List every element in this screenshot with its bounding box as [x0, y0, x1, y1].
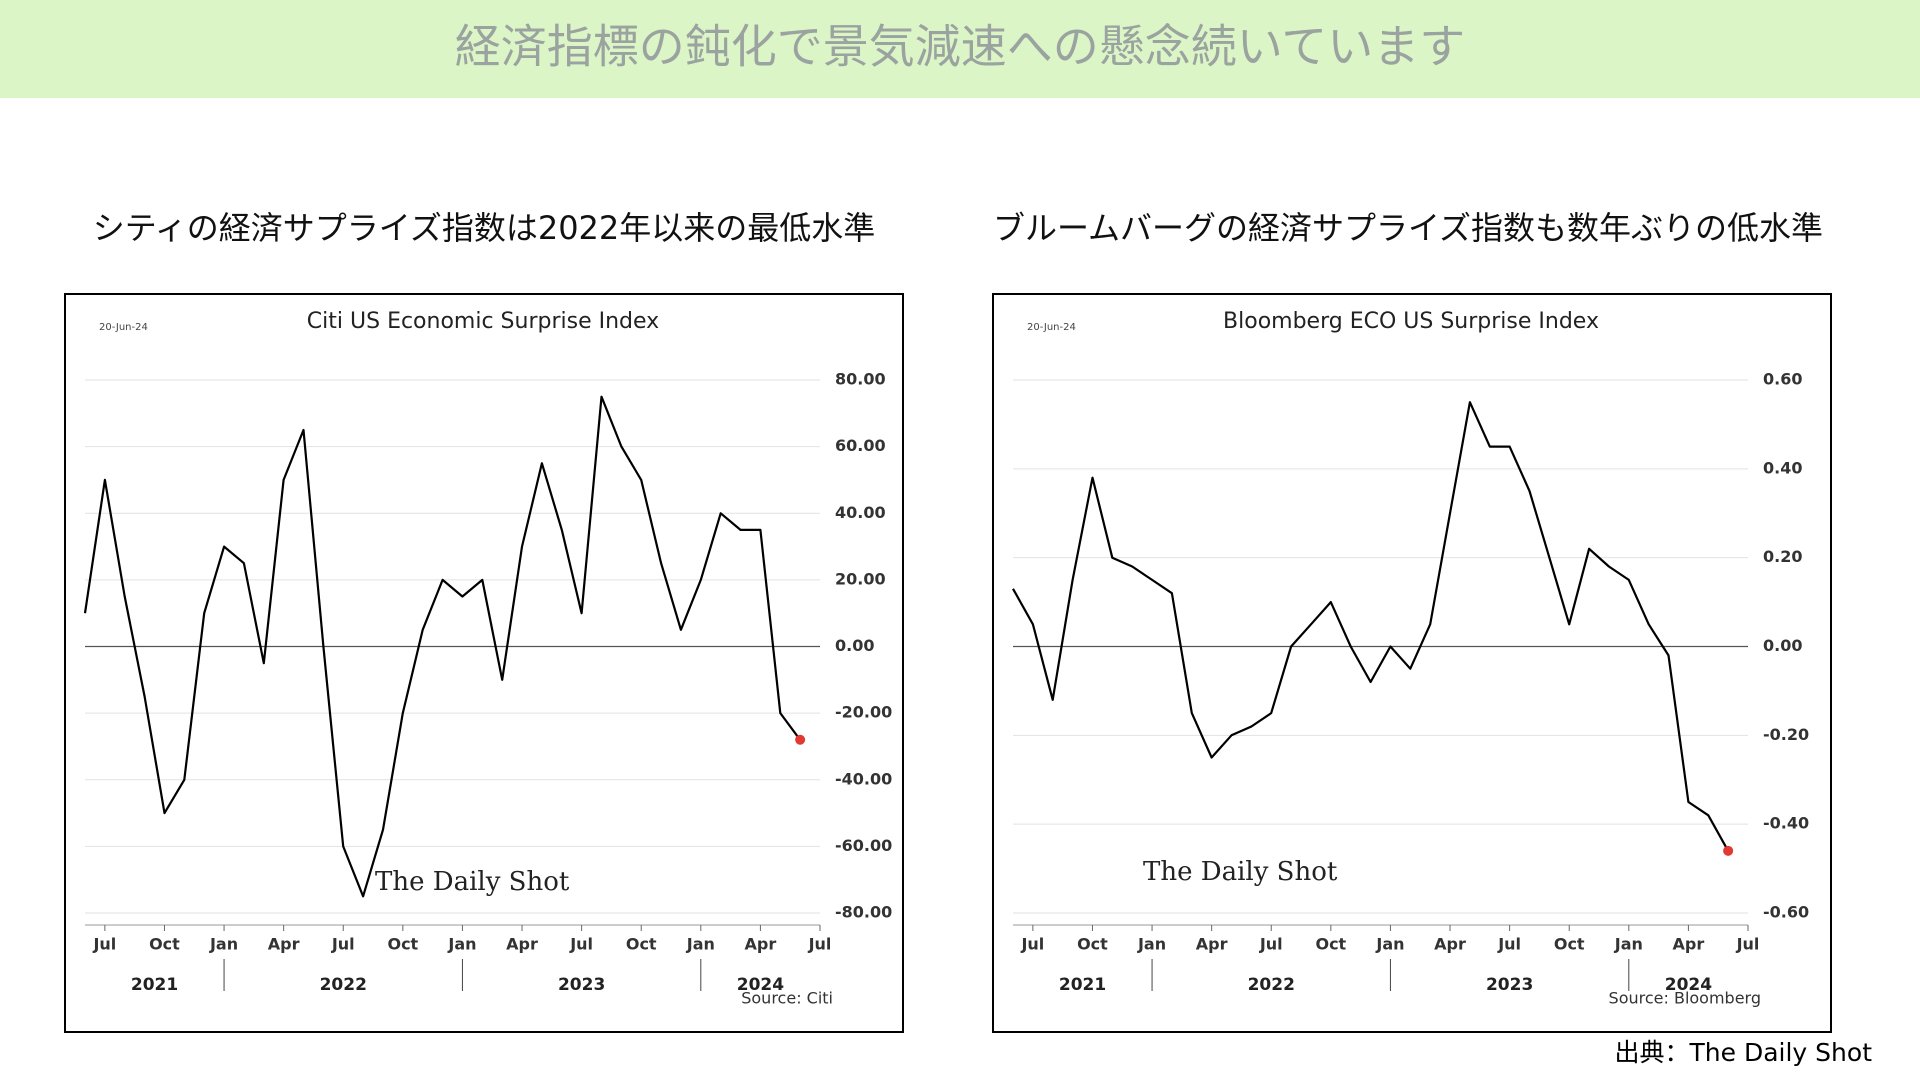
credit: 出典：The Daily Shot — [1615, 1038, 1873, 1067]
year-label: 2024 — [1665, 975, 1712, 995]
chart-heading: ブルームバーグの経済サプライズ指数も数年ぶりの低水準 — [993, 209, 1823, 247]
y-tick-label: 0.60 — [1763, 370, 1802, 389]
year-label: 2024 — [737, 975, 784, 995]
y-tick-label: 0.00 — [1763, 636, 1802, 655]
last-point — [1723, 845, 1734, 856]
series-line — [83, 395, 801, 898]
header-band — [0, 0, 1920, 98]
x-tick-label: Apr — [745, 935, 777, 954]
y-tick-label: -0.60 — [1763, 903, 1809, 922]
x-tick-label: Apr — [268, 935, 300, 954]
x-tick-label: Jan — [1614, 935, 1643, 954]
x-tick-label: Jul — [1497, 935, 1521, 954]
y-tick-label: -60.00 — [835, 836, 892, 855]
y-tick-label: 0.20 — [1763, 547, 1802, 566]
x-tick-label: Oct — [387, 935, 418, 954]
x-tick-label: Apr — [506, 935, 538, 954]
y-tick-label: 20.00 — [835, 569, 886, 588]
source: Source: Citi — [741, 989, 833, 1008]
chart-heading: シティの経済サプライズ指数は2022年以来の最低水準 — [93, 209, 876, 247]
x-tick-label: Apr — [1196, 935, 1228, 954]
x-tick-label: Oct — [149, 935, 180, 954]
x-tick-label: Oct — [1077, 935, 1108, 954]
x-tick-label: Jul — [1259, 935, 1283, 954]
y-tick-label: 60.00 — [835, 436, 886, 455]
y-tick-label: -0.40 — [1763, 814, 1809, 833]
y-tick-label: 0.40 — [1763, 458, 1802, 477]
watermark: The Daily Shot — [1143, 857, 1338, 887]
y-tick-label: -0.20 — [1763, 725, 1809, 744]
x-tick-label: Jul — [1736, 935, 1760, 954]
x-tick-label: Apr — [1673, 935, 1705, 954]
chart-title: Bloomberg ECO US Surprise Index — [1223, 309, 1599, 334]
year-label: 2022 — [320, 975, 367, 995]
y-tick-label: 40.00 — [835, 503, 886, 522]
x-tick-label: Jul — [569, 935, 593, 954]
x-tick-label: Oct — [626, 935, 657, 954]
x-tick-label: Jan — [686, 935, 715, 954]
date-label: 20-Jun-24 — [99, 322, 148, 333]
x-tick-label: Jan — [209, 935, 238, 954]
y-tick-label: -20.00 — [835, 703, 892, 722]
y-tick-label: -40.00 — [835, 769, 892, 788]
series-line — [1012, 401, 1730, 852]
x-tick-label: Jul — [808, 935, 832, 954]
year-label: 2023 — [558, 975, 605, 995]
x-tick-label: Jan — [447, 935, 476, 954]
last-point — [795, 734, 806, 745]
y-tick-label: 0.00 — [835, 636, 874, 655]
x-tick-label: Oct — [1315, 935, 1346, 954]
x-tick-label: Jul — [92, 935, 116, 954]
year-label: 2023 — [1486, 975, 1533, 995]
source: Source: Bloomberg — [1609, 989, 1761, 1008]
y-tick-label: 80.00 — [835, 370, 886, 389]
x-tick-label: Oct — [1554, 935, 1585, 954]
year-label: 2021 — [1059, 975, 1106, 995]
page-title: 経済指標の鈍化で景気減速への懸念続いています — [455, 20, 1466, 74]
x-tick-label: Apr — [1434, 935, 1466, 954]
x-tick-label: Jul — [331, 935, 355, 954]
year-label: 2021 — [131, 975, 178, 995]
year-label: 2022 — [1248, 975, 1295, 995]
date-label: 20-Jun-24 — [1027, 322, 1076, 333]
x-tick-label: Jul — [1020, 935, 1044, 954]
chart-title: Citi US Economic Surprise Index — [307, 309, 659, 334]
x-tick-label: Jan — [1375, 935, 1404, 954]
watermark: The Daily Shot — [375, 867, 570, 897]
x-tick-label: Jan — [1137, 935, 1166, 954]
y-tick-label: -80.00 — [835, 903, 892, 922]
chart-frame — [64, 293, 904, 1033]
